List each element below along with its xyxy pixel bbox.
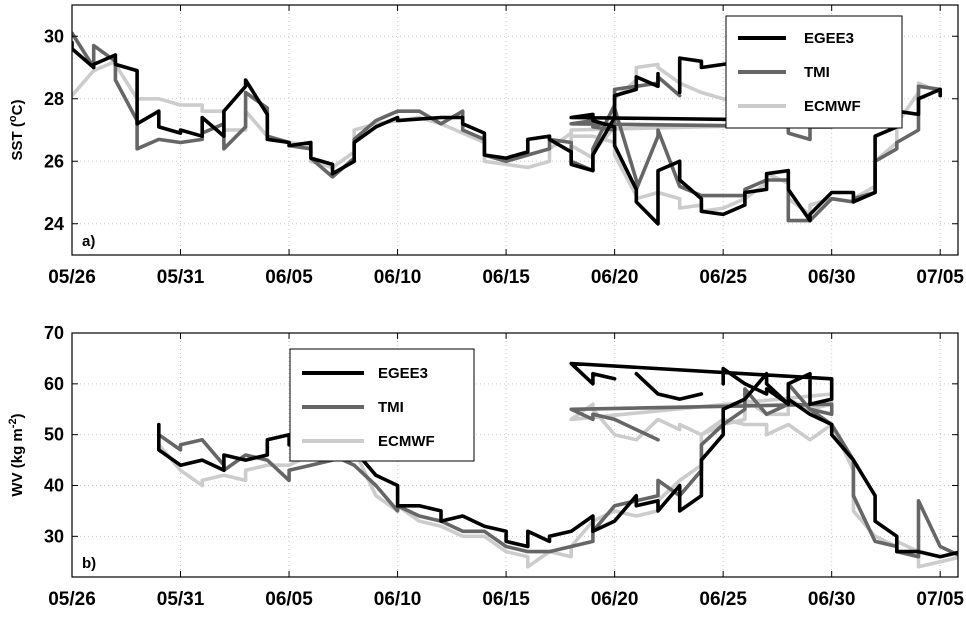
series-line-egee3	[634, 371, 704, 401]
legend: EGEE3 TMI ECMWF	[289, 348, 475, 462]
panel-label: b)	[82, 555, 96, 572]
x-tick-label: 06/20	[591, 267, 639, 288]
x-tick-label: 06/15	[482, 267, 530, 288]
y-tick-label: 30	[44, 526, 64, 546]
x-tick-label: 06/20	[591, 589, 639, 610]
panel-a-sst-chart: 05/26 05/31 06/05 06/10 06/15 06/20 06/25 06/30…	[7, 4, 964, 288]
series-line-egee3	[72, 40, 660, 176]
x-tick-label: 05/31	[157, 267, 205, 288]
series-group	[157, 361, 958, 569]
x-tick-label: 06/10	[374, 589, 422, 610]
legend-label-tmi: TMI	[804, 64, 830, 81]
y-tick-label: 24	[44, 214, 64, 234]
legend-label-tmi: TMI	[378, 399, 404, 416]
x-tick-label: 05/31	[157, 589, 205, 610]
y-tick-label: 70	[44, 323, 64, 343]
axes-frame	[71, 4, 959, 256]
panel-b-wv-chart: 05/26 05/31 06/05 06/10 06/15 06/20 06/25 06/30…	[7, 323, 964, 610]
x-tick-label: 05/26	[48, 589, 96, 610]
legend-label-ecmwf: ECMWF	[804, 98, 861, 115]
y-tick-label: 40	[44, 476, 64, 496]
y-axis-label: SST (oC)	[7, 100, 26, 161]
y-tick-label: 50	[44, 425, 64, 445]
x-tick-label: 07/05	[916, 589, 964, 610]
x-tick-label: 07/05	[916, 267, 964, 288]
axes-frame	[71, 332, 959, 578]
x-tick-label: 06/25	[699, 267, 747, 288]
y-tick-label: 26	[44, 151, 64, 171]
series-line-tmi	[808, 407, 958, 559]
x-tick-label: 06/15	[482, 589, 530, 610]
x-tick-label: 06/25	[699, 589, 747, 610]
series-line-egee3	[721, 366, 958, 559]
x-tick-label: 06/30	[808, 267, 856, 288]
series-line-egee3	[157, 361, 834, 549]
legend: EGEE3 TMI ECMWF	[725, 15, 903, 129]
y-axis-label: WV (kg m-2)	[7, 413, 26, 496]
legend-label-ecmwf: ECMWF	[378, 433, 435, 450]
x-tick-label: 06/05	[265, 589, 313, 610]
x-tick-label: 06/10	[374, 267, 422, 288]
x-tick-label: 06/05	[265, 267, 313, 288]
legend-label-egee3: EGEE3	[378, 365, 428, 382]
y-tick-label: 28	[44, 89, 64, 109]
y-tick-label: 60	[44, 374, 64, 394]
x-tick-label: 06/30	[808, 589, 856, 610]
legend-label-egee3: EGEE3	[804, 30, 854, 47]
y-tick-label: 30	[44, 26, 64, 46]
panel-label: a)	[82, 233, 95, 250]
x-tick-label: 05/26	[48, 267, 96, 288]
